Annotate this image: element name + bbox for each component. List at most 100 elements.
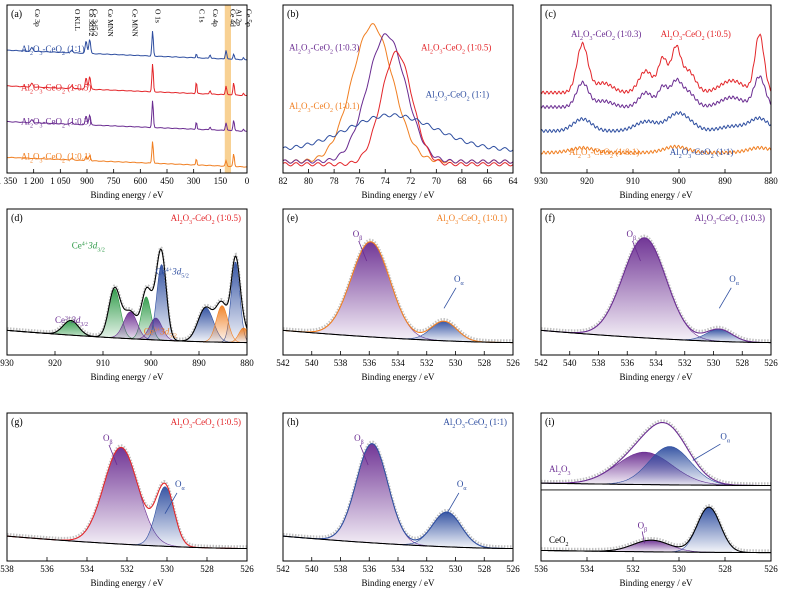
x-tick-label: 450 [160, 176, 174, 186]
series-line [283, 33, 513, 164]
x-tick-label: 532 [420, 358, 434, 368]
x-tick-label: 532 [626, 564, 640, 574]
panel-letter: (f) [545, 213, 555, 224]
highlight-band [224, 5, 231, 173]
series-label: Al2O3-CeO2 (1∶0.1) [21, 152, 91, 165]
panel-letter: (e) [287, 213, 298, 224]
panel-c: Al2O3-CeO2 (1∶0.5) Al2O3-CeO2 (1∶0.3) Al2O… [534, 4, 778, 200]
x-tick-label: 526 [506, 358, 520, 368]
x-axis-label: Binding energy / eV [619, 578, 693, 588]
callout-line [632, 240, 641, 262]
peak-label: O 1s [154, 9, 163, 23]
component-label: Ce4+3d3/2 [72, 240, 105, 253]
x-tick-label: 534 [391, 358, 405, 368]
x-tick-label: 528 [736, 358, 750, 368]
x-tick-label: 538 [334, 358, 348, 368]
series-label: CeO2 [549, 535, 569, 548]
panel-frame [282, 4, 514, 174]
x-axis-label: Binding energy / eV [90, 190, 164, 200]
series-label: Al2O3-CeO2 (1∶0.3) [289, 42, 359, 55]
x-tick-label: 74 [381, 176, 391, 186]
x-tick-label: 900 [80, 176, 94, 186]
x-tick-label: 890 [192, 358, 206, 368]
x-tick-label: 540 [305, 564, 319, 574]
x-tick-label: 880 [764, 176, 778, 186]
x-tick-label: 536 [40, 564, 54, 574]
callout-line [359, 444, 369, 466]
plot-area [541, 419, 771, 554]
raw-data [283, 238, 513, 342]
panel-frame [540, 4, 772, 174]
x-tick-label: 536 [534, 564, 548, 574]
fit-component [283, 241, 513, 343]
panel-letter: (i) [545, 417, 554, 428]
sample-label: Al2O3-CeO2 (1∶0.1) [437, 213, 507, 226]
component-label: Oα [720, 432, 731, 445]
component-label: Oβ [627, 229, 637, 242]
x-tick-label: 526 [240, 564, 254, 574]
fit-component [541, 237, 771, 343]
panel-g: Al2O3-CeO2 (1∶0.5) Oβ Oα 538 536 534 532 530 528… [0, 412, 254, 588]
x-tick-label: 526 [764, 358, 778, 368]
sample-label: Al2O3-CeO2 (1∶0.5) [171, 417, 241, 430]
plot-area [7, 31, 247, 168]
peak-label: C 1s [197, 9, 206, 23]
x-tick-label: 528 [478, 564, 492, 574]
callout-line [164, 492, 178, 514]
component-label: Oα [457, 479, 468, 492]
x-tick-label: 540 [305, 358, 319, 368]
plot-area [541, 33, 771, 155]
x-tick-label: 750 [107, 176, 121, 186]
component-label: Ce3+3d3/2 [55, 315, 88, 328]
peak-label: Ce 3d3/2 [87, 9, 96, 37]
plot-area [283, 23, 513, 167]
sample-label: Al2O3-CeO2 (1∶0.5) [171, 213, 241, 226]
panel-letter: (b) [287, 9, 299, 20]
x-tick-label: 910 [96, 358, 110, 368]
plot-area [283, 238, 513, 344]
sample-label: Al2O3-CeO2 (1∶1) [443, 417, 507, 430]
peak-label: Ce MNN [131, 9, 140, 37]
baseline [7, 535, 247, 550]
x-tick-label: 76 [355, 176, 365, 186]
peak-label: Ce 5p [244, 9, 253, 27]
baseline [541, 549, 771, 554]
peak-label: O KLL [73, 9, 82, 31]
x-tick-label: 526 [506, 564, 520, 574]
panel-f: Al2O3-CeO2 (1∶0.3) Oβ Oα 542 540 538 536 534 532… [534, 208, 778, 382]
series-label: Al2O3-CeO2 (1∶0.5) [421, 42, 491, 55]
baseline [283, 535, 513, 550]
x-axis-label: Binding energy / eV [361, 190, 435, 200]
x-tick-label: 534 [80, 564, 94, 574]
x-tick-label: 538 [592, 358, 606, 368]
x-tick-label: 72 [406, 176, 415, 186]
x-tick-label: 900 [144, 358, 158, 368]
panel-b: Al2O3-CeO2 (1∶0.1) Al2O3-CeO2 (1∶0.3) Al2O… [279, 4, 518, 200]
series-line [7, 100, 247, 132]
x-tick-label: 542 [534, 358, 548, 368]
baseline [541, 329, 771, 344]
series-line [283, 113, 513, 152]
baseline [541, 482, 771, 487]
peak-label: Ce 4d [228, 9, 237, 27]
component-label: Oα [729, 274, 740, 287]
x-tick-label: 530 [707, 358, 721, 368]
panel-i: Al2O3 CeO2 Oβ Oα 536 534 532 530 528 526 Binding e… [534, 412, 778, 588]
x-tick-label: 78 [330, 176, 340, 186]
x-tick-label: 530 [449, 564, 463, 574]
x-tick-label: 536 [621, 358, 635, 368]
x-tick-label: 526 [764, 564, 778, 574]
x-tick-label: 150 [214, 176, 228, 186]
x-tick-label: 536 [363, 564, 377, 574]
component-label: Ce3+3d5/2 [144, 327, 177, 340]
series-line [541, 110, 771, 134]
x-tick-label: 534 [649, 358, 663, 368]
series-label: Al2O3-CeO2 (1∶0.1) [569, 147, 639, 160]
component-label: Oα [454, 274, 465, 287]
x-tick-label: 68 [457, 176, 467, 186]
raw-data [7, 245, 247, 340]
x-axis-label: Binding energy / eV [619, 190, 693, 200]
callout-line [641, 531, 645, 544]
raw-data [541, 419, 771, 485]
